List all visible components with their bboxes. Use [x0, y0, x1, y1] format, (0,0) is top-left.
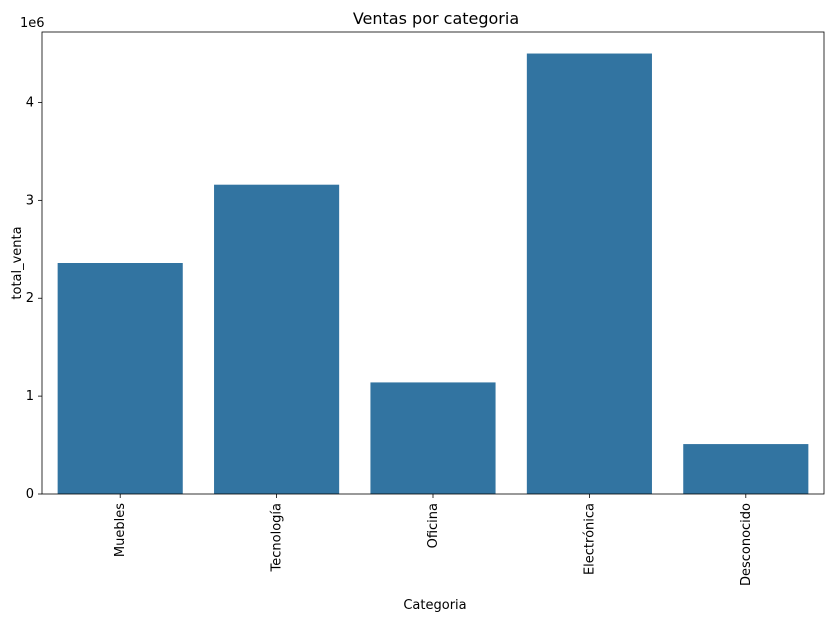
bar [370, 382, 496, 494]
y-tick-label: 2 [26, 291, 34, 306]
x-tick-label: Muebles [113, 503, 128, 557]
y-axis-offset-label: 1e6 [20, 16, 45, 31]
bar [57, 263, 183, 494]
bars-layer [57, 53, 809, 494]
y-tick-label: 3 [26, 193, 34, 208]
x-tick-label: Oficina [426, 503, 441, 548]
x-tick-label: Tecnología [270, 503, 285, 572]
x-axis-label: Categoria [403, 598, 466, 613]
bar [214, 184, 340, 494]
bar [683, 444, 809, 494]
y-tick-label: 4 [26, 95, 34, 110]
y-tick-label: 1 [26, 389, 34, 404]
bar [526, 53, 652, 494]
axes-layer: 0 1 2 3 4 Muebles Tecnología Oficina Electrónica… [26, 31, 825, 586]
y-tick-label: 0 [26, 487, 34, 502]
x-tick-label: Electrónica [582, 503, 597, 575]
y-axis-label: total_venta [10, 226, 25, 299]
chart-title: Ventas por categoria [353, 9, 519, 28]
x-tick-label: Desconocido [739, 503, 754, 586]
